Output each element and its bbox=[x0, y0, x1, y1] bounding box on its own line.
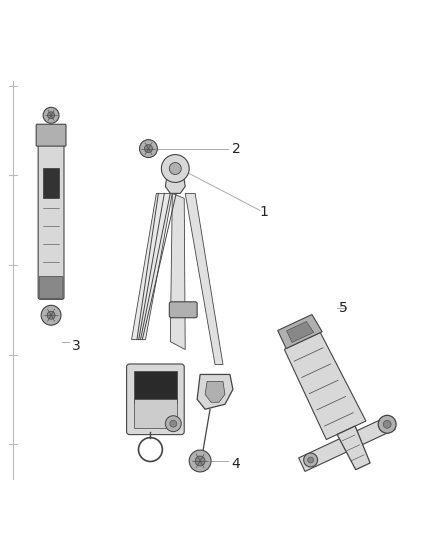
FancyBboxPatch shape bbox=[170, 302, 197, 318]
Circle shape bbox=[383, 421, 391, 428]
Circle shape bbox=[170, 163, 181, 174]
Circle shape bbox=[189, 450, 211, 472]
Polygon shape bbox=[205, 382, 225, 402]
Circle shape bbox=[47, 311, 55, 319]
Circle shape bbox=[195, 456, 205, 466]
FancyBboxPatch shape bbox=[36, 124, 66, 146]
Polygon shape bbox=[284, 333, 366, 440]
Polygon shape bbox=[337, 426, 370, 470]
Text: 2: 2 bbox=[232, 142, 240, 156]
Circle shape bbox=[161, 155, 189, 182]
FancyBboxPatch shape bbox=[38, 141, 64, 300]
FancyBboxPatch shape bbox=[39, 277, 63, 298]
Text: 1: 1 bbox=[260, 205, 268, 219]
Circle shape bbox=[41, 305, 61, 325]
Circle shape bbox=[170, 420, 177, 427]
Text: 4: 4 bbox=[231, 457, 240, 471]
FancyBboxPatch shape bbox=[127, 364, 184, 434]
Polygon shape bbox=[299, 416, 395, 471]
Circle shape bbox=[378, 415, 396, 433]
Text: 5: 5 bbox=[339, 301, 348, 315]
Polygon shape bbox=[170, 193, 185, 350]
Polygon shape bbox=[185, 193, 223, 365]
Polygon shape bbox=[131, 193, 172, 340]
Text: 3: 3 bbox=[72, 338, 81, 353]
Circle shape bbox=[43, 107, 59, 123]
Polygon shape bbox=[286, 321, 314, 342]
Circle shape bbox=[145, 144, 152, 152]
FancyBboxPatch shape bbox=[134, 399, 177, 427]
Circle shape bbox=[48, 112, 55, 119]
Circle shape bbox=[140, 140, 157, 158]
Polygon shape bbox=[165, 173, 185, 193]
Circle shape bbox=[304, 453, 318, 467]
FancyBboxPatch shape bbox=[43, 168, 59, 198]
Polygon shape bbox=[197, 375, 233, 409]
Circle shape bbox=[165, 416, 181, 432]
Polygon shape bbox=[278, 314, 322, 349]
Circle shape bbox=[307, 457, 314, 463]
FancyBboxPatch shape bbox=[134, 371, 177, 403]
